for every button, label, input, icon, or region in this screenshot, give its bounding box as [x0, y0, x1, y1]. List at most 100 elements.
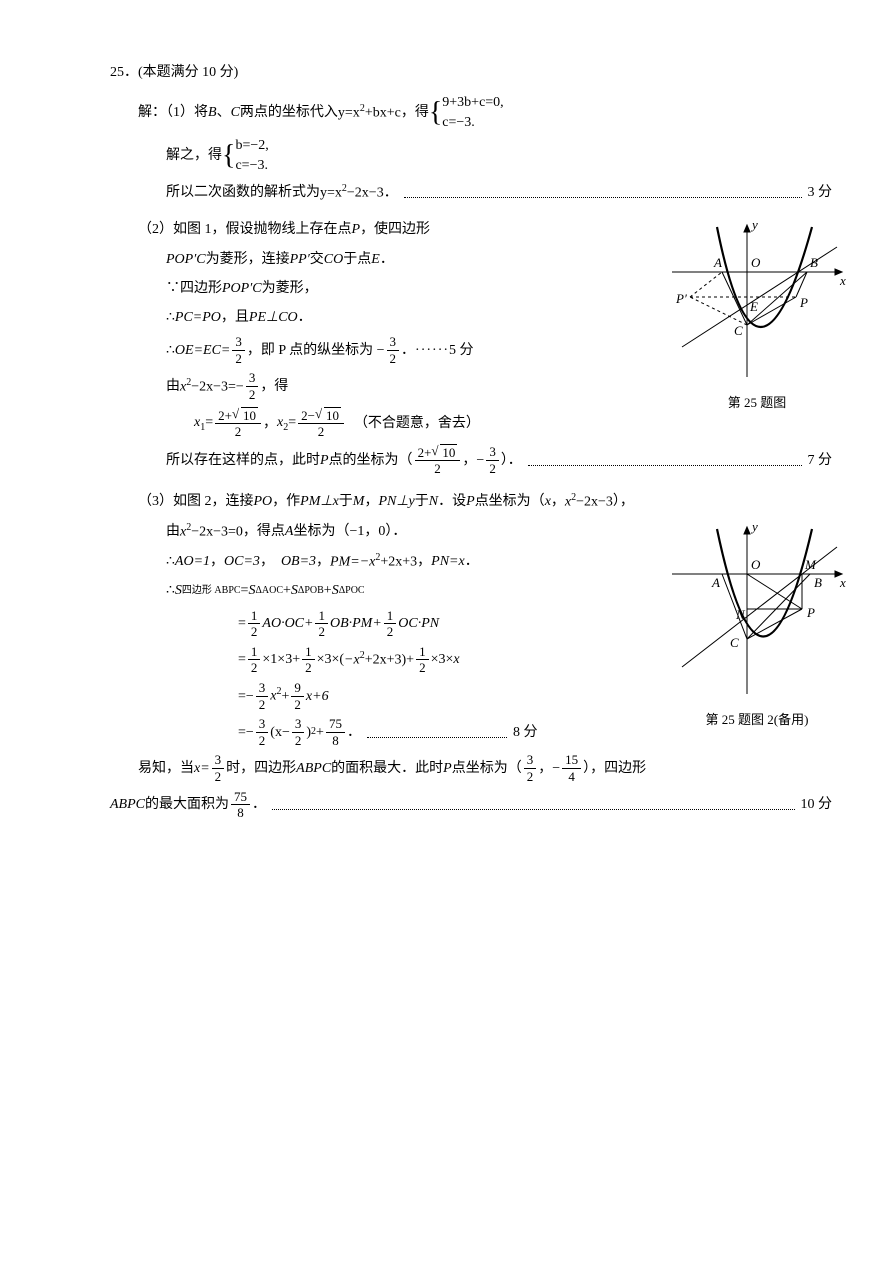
text: = — [238, 611, 246, 636]
lbl-C: C — [734, 323, 743, 338]
var: AO=1 — [175, 549, 210, 574]
var: OC·PN — [398, 611, 439, 636]
text: 所以存在这样的点，此时 — [166, 448, 320, 473]
var: ABPC — [110, 792, 145, 817]
figure-2-svg: y x A O B M N P C — [662, 519, 852, 704]
var: PE⊥CO — [249, 305, 298, 330]
frac: 2−10 2 — [298, 407, 344, 440]
text: 于 — [339, 489, 353, 514]
p3-line10: ABPC 的最大面积为 758 ． 10 分 — [110, 789, 832, 821]
frac: 12 — [248, 608, 261, 640]
score-10: 10 分 — [801, 792, 833, 817]
p3-line2: 由 x2−2x−3=0 ，得点 A 坐标为（−1，0）． — [138, 519, 598, 545]
text: 于点 — [343, 247, 371, 272]
lbl-A: A — [711, 575, 720, 590]
p1-line3: 所以二次函数的解析式为 y=x2−2x−3． 3 分 — [138, 180, 832, 206]
dotted-leader — [367, 727, 507, 738]
text: ，得 — [260, 374, 288, 399]
lbl-M: M — [804, 557, 817, 572]
frac: 154 — [562, 752, 581, 784]
text: ． — [380, 247, 394, 272]
var: M — [353, 489, 365, 514]
p3-line1: （3）如图 2，连接 PO ，作 PM⊥x 于 M ， PN⊥y 于 N ．设 … — [138, 489, 832, 515]
lbl-E: E — [749, 299, 758, 314]
text: + — [283, 578, 291, 603]
x1: x1= — [194, 410, 213, 437]
sys2-l2: c=−3. — [235, 156, 268, 176]
frac: 12 — [248, 644, 261, 676]
system-1: { 9+3b+c=0, c=−3. — [429, 93, 504, 132]
frac: 12 — [384, 608, 397, 640]
text: = — [238, 647, 246, 672]
dotted-leader — [404, 187, 802, 198]
text: ，作 — [272, 489, 300, 514]
var-C: C — [231, 100, 240, 125]
text: ∵四边形 — [166, 276, 222, 301]
text: ，即 P 点的纵坐标为 − — [247, 338, 385, 363]
eq: −x2+2x+3)+ — [344, 647, 414, 673]
figure-1-caption: 第 25 题图 — [652, 391, 862, 414]
p3-line3: ∴ AO=1， OC=3， OB=3， PM=−x2+2x+3， PN=x． — [138, 549, 598, 575]
frac: 92 — [291, 680, 304, 712]
text: ×3× — [431, 647, 454, 672]
text: 交 — [310, 247, 324, 272]
var: x — [453, 647, 459, 672]
lbl-y: y — [750, 519, 758, 534]
figure-2: y x A O B M N P C 第 25 题图 2(备用) — [652, 519, 862, 731]
text: ． — [298, 305, 312, 330]
frac: 32 — [256, 716, 269, 748]
text: 为菱形，连接 — [206, 247, 290, 272]
var: S — [291, 578, 298, 603]
solution-body: 解：（1）将 B 、 C 两点的坐标代入 y=x2+bx+c ，得 { 9+3b… — [110, 93, 832, 821]
p1-line1: 解：（1）将 B 、 C 两点的坐标代入 y=x2+bx+c ，得 { 9+3b… — [138, 93, 832, 132]
frac: 32 — [524, 752, 537, 784]
text: ∴ — [166, 549, 175, 574]
text: ∴ — [166, 338, 175, 363]
part-1: 解：（1）将 B 、 C 两点的坐标代入 y=x2+bx+c ，得 { 9+3b… — [138, 93, 832, 205]
p3-line4: ∴ S 四边形 ABPC = SΔAOC + SΔPOB + SΔPOC — [138, 578, 598, 603]
var: PM⊥x — [300, 489, 339, 514]
var: PN⊥y — [378, 489, 414, 514]
text: ×1×3+ — [262, 647, 300, 672]
text: 的面积最大．此时 — [331, 756, 443, 781]
var: N — [429, 489, 438, 514]
p3-line9: 易知，当 x= 32 时，四边形 ABPC 的面积最大．此时 P 点坐标为（ 3… — [138, 752, 832, 784]
eq: x2−2x−3 — [565, 489, 613, 515]
lbl-N: N — [735, 607, 746, 622]
text: 由 — [166, 519, 180, 544]
score-8: 8 分 — [513, 720, 538, 745]
score-5: 5 分 — [449, 338, 474, 363]
p2-line5: ∴ OE=EC= 32 ，即 P 点的纵坐标为 − 32 ． ······ 5 … — [138, 334, 598, 366]
text: =− — [238, 684, 254, 709]
p2-line3: ∵四边形 POP′C 为菱形， — [138, 276, 598, 301]
lbl-x: x — [839, 575, 846, 590]
frac: 32 — [387, 334, 400, 366]
figure-1-svg: y x A O B P′ P E C — [662, 217, 852, 387]
p1-line2: 解之，得 { b=−2, c=−3. — [138, 136, 832, 175]
p2-line4: ∴ PC=PO ，且 PE⊥CO ． — [138, 305, 598, 330]
text: ∴ — [166, 578, 175, 603]
text: ），四边形 — [583, 756, 646, 781]
text: 解之，得 — [166, 143, 222, 168]
eq: x2−2x−3=− — [180, 374, 244, 400]
frac: 32 — [256, 680, 269, 712]
dotted-leader — [528, 455, 802, 466]
var: OB·PM+ — [330, 611, 382, 636]
figure-2-caption: 第 25 题图 2(备用) — [652, 708, 862, 731]
text: + — [316, 720, 324, 745]
text: ， — [364, 489, 378, 514]
brace-icon: { — [222, 145, 235, 167]
frac: 758 — [231, 789, 250, 821]
text: ）， — [613, 489, 634, 514]
text: ， — [551, 489, 565, 514]
frac: 12 — [302, 644, 315, 676]
text: 为菱形， — [262, 276, 318, 301]
var: OC=3 — [224, 549, 260, 574]
var: E — [371, 247, 380, 272]
var: PN=x — [431, 549, 465, 574]
comma: ， — [263, 411, 277, 436]
var: S — [248, 578, 255, 603]
text: 两点的坐标代入 — [240, 100, 338, 125]
text: ∴ — [166, 305, 175, 330]
text: 点坐标为（ — [475, 489, 545, 514]
